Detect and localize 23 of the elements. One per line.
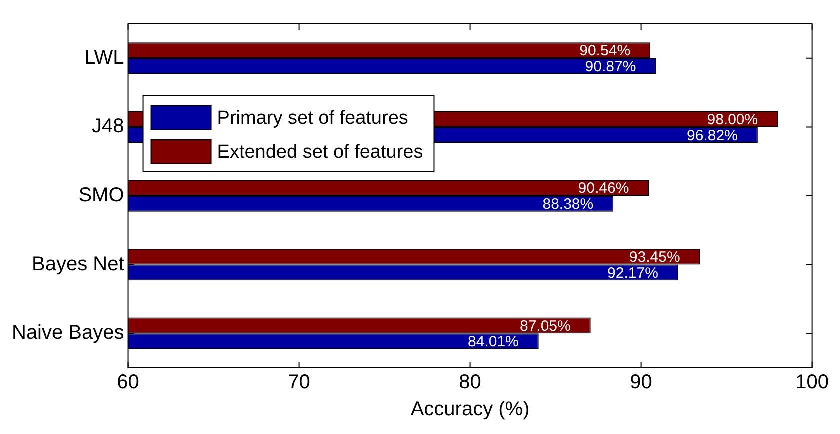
data-label: 87.05% xyxy=(520,318,571,335)
legend-label: Primary set of features xyxy=(217,108,408,130)
y-tick-label: LWL xyxy=(84,46,124,69)
data-label: 90.54% xyxy=(580,42,631,60)
data-label: 84.01% xyxy=(468,334,519,351)
data-label: 88.38% xyxy=(542,196,594,214)
x-axis-title: Accuracy (%) xyxy=(410,398,530,421)
y-tick-label: Naive Bayes xyxy=(12,322,124,344)
data-label: 92.17% xyxy=(608,264,658,282)
x-tick-label: 100 xyxy=(796,372,830,394)
data-label: 96.82% xyxy=(687,127,738,144)
data-label: 93.45% xyxy=(629,249,680,266)
legend-label: Extended set of features xyxy=(217,142,424,164)
data-label: 98.00% xyxy=(707,111,758,128)
x-tick-label: 60 xyxy=(117,372,140,394)
x-tick-label: 70 xyxy=(288,372,310,394)
x-tick-label: 90 xyxy=(630,372,652,394)
y-tick-label: J48 xyxy=(92,116,124,138)
data-label: 90.46% xyxy=(578,180,630,198)
y-tick-label: SMO xyxy=(78,184,124,207)
x-tick-label: 80 xyxy=(459,372,482,394)
y-tick-label: Bayes Net xyxy=(32,253,125,276)
data-label: 90.87% xyxy=(585,58,636,76)
